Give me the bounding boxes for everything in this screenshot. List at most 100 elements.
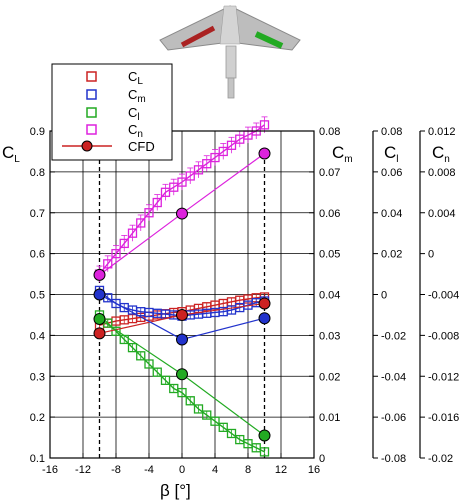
y-tick-label-cl: 0.1 [30,453,45,465]
cfd-point-cfd-cl [176,308,188,321]
x-tick-label: -4 [144,464,154,476]
cfd-point-cfd-cl [176,368,188,381]
x-tick-label: 0 [179,464,185,476]
legend-label-cfd: CFD [128,139,155,154]
data-point-cn [144,208,154,218]
y-tick-label-cn: -0.008 [428,330,459,342]
data-point-cn [193,165,204,175]
x-axis-label: β [°] [160,481,191,500]
y-tick-label-cl: 0.3 [30,371,45,383]
y-tick-label-cm: 0.02 [319,371,340,383]
data-point-cn [218,146,228,157]
x-tick-label: -12 [75,464,91,476]
y-tick-label-cl: -0.08 [381,453,406,465]
data-point-cn [259,120,270,130]
cfd-point-cfd-cm [258,312,271,325]
data-point-cn [111,248,121,259]
y-tick-label-cn: -0.004 [428,290,459,302]
legend: CL Cm Cl Cn CFD [51,63,173,161]
cfd-point-cfd-cl [93,327,106,340]
cfd-point-cfd-cn [258,147,271,160]
data-point-cn [136,218,146,228]
cfd-point-cfd-cm [93,288,106,301]
y-tick-label-cm: 0.06 [319,208,340,220]
data-point-cn [152,197,162,208]
legend-marker-cl-roll [86,107,97,118]
y-tick-label-cl: 0.08 [381,126,402,138]
data-point-cl [218,422,228,432]
y-tick-label-cn: -0.016 [428,412,459,424]
y-tick-label-cn: 0 [428,249,434,261]
y-tick-label-cl: 0.5 [30,290,45,302]
data-point-cn [127,228,138,238]
y-tick-label-cm: 0.08 [319,126,340,138]
x-tick-label: 12 [275,464,287,476]
data-point-cn [177,177,187,187]
x-tick-label: 16 [308,464,320,476]
grid [50,131,314,458]
y-tick-label-cl: 0.04 [381,208,402,220]
data-point-cl [202,410,212,420]
y-tick-label-cl: 0.7 [30,208,45,220]
data-point-cl [210,416,220,426]
data-point-cn [160,187,171,197]
data-point-cl [193,404,204,414]
y-tick-label-cl: 0.9 [30,126,45,138]
legend-label-cl: CL [128,69,143,87]
y-axis-label-cl: CL [2,143,20,165]
cfd-point-cfd-cn [93,268,106,281]
series-layer [93,116,271,457]
y-axis-label-cl-roll: Cl [384,143,399,165]
y-tick-label-cl: 0.4 [30,330,45,342]
data-point-cl [111,326,121,336]
y-tick-label-cn: -0.012 [428,371,459,383]
cfd-point-cfd-cl [258,297,271,310]
cfd-point-cfd-cl [258,429,271,442]
y-tick-label-cl: 0.06 [381,167,402,179]
data-point-cn [169,182,179,192]
data-point-cl [127,342,138,353]
y-tick-label-cm: 0.03 [319,330,340,342]
data-point-cl [160,375,171,385]
y-axis-label-cn: Cn [432,143,450,165]
data-point-cl [177,387,187,398]
y-axis-label-cm: Cm [332,143,353,165]
x-tick-label: -8 [111,464,121,476]
data-point-cl [259,447,270,457]
data-point-cl [185,396,195,406]
y-tick-label-cm: 0.05 [319,249,340,261]
legend-label-cm: Cm [128,87,146,105]
legend-label-cn: Cn [128,122,143,140]
y-tick-label-cm: 0.07 [319,167,340,179]
y-tick-label-cl: -0.06 [381,412,406,424]
y-tick-label-cl: 0.8 [30,167,45,179]
y-tick-label-cl: -0.02 [381,330,406,342]
y-tick-label-cn: 0.012 [428,126,456,138]
data-point-cn [226,140,237,150]
y-tick-label-cl: 0.2 [30,412,45,424]
y-tick-label-cn: -0.02 [428,453,453,465]
data-point-cn [185,171,195,181]
y-tick-label-cl: -0.04 [381,371,406,383]
legend-label-cl-roll: Cl [128,105,140,123]
y-tick-label-cl: 0.02 [381,249,402,261]
data-point-cl [144,359,154,369]
data-point-cl [136,351,146,361]
y-tick-label-cl: 0.6 [30,249,45,261]
legend-marker-cfd [81,140,93,152]
x-tick-label: 8 [245,464,251,476]
y-tick-label-cn: 0.008 [428,167,456,179]
y-tick-label-cm: 0 [319,453,325,465]
data-point-cn [103,259,113,269]
x-tick-label: 4 [212,464,218,476]
data-point-cl [226,428,237,439]
y-tick-label-cm: 0.01 [319,412,340,424]
cfd-point-cfd-cn [176,207,188,220]
data-point-cn [119,238,129,249]
cfd-point-cfd-cl [93,313,106,326]
data-point-cn [202,159,212,169]
data-point-cl [152,367,162,377]
y-tick-label-cm: 0.04 [319,290,340,302]
axes-layer: -16 -12 -8 -4 0 4 8 12 16 0.1 0.2 0.3 0.4 0.5 0.6 0.7 0.… [30,126,460,476]
